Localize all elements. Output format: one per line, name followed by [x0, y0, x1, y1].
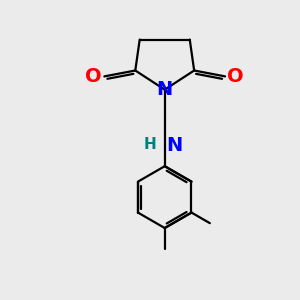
- Text: H: H: [144, 137, 157, 152]
- Text: O: O: [227, 67, 244, 86]
- Text: N: N: [157, 80, 173, 99]
- Text: N: N: [166, 136, 182, 155]
- Text: O: O: [85, 67, 102, 86]
